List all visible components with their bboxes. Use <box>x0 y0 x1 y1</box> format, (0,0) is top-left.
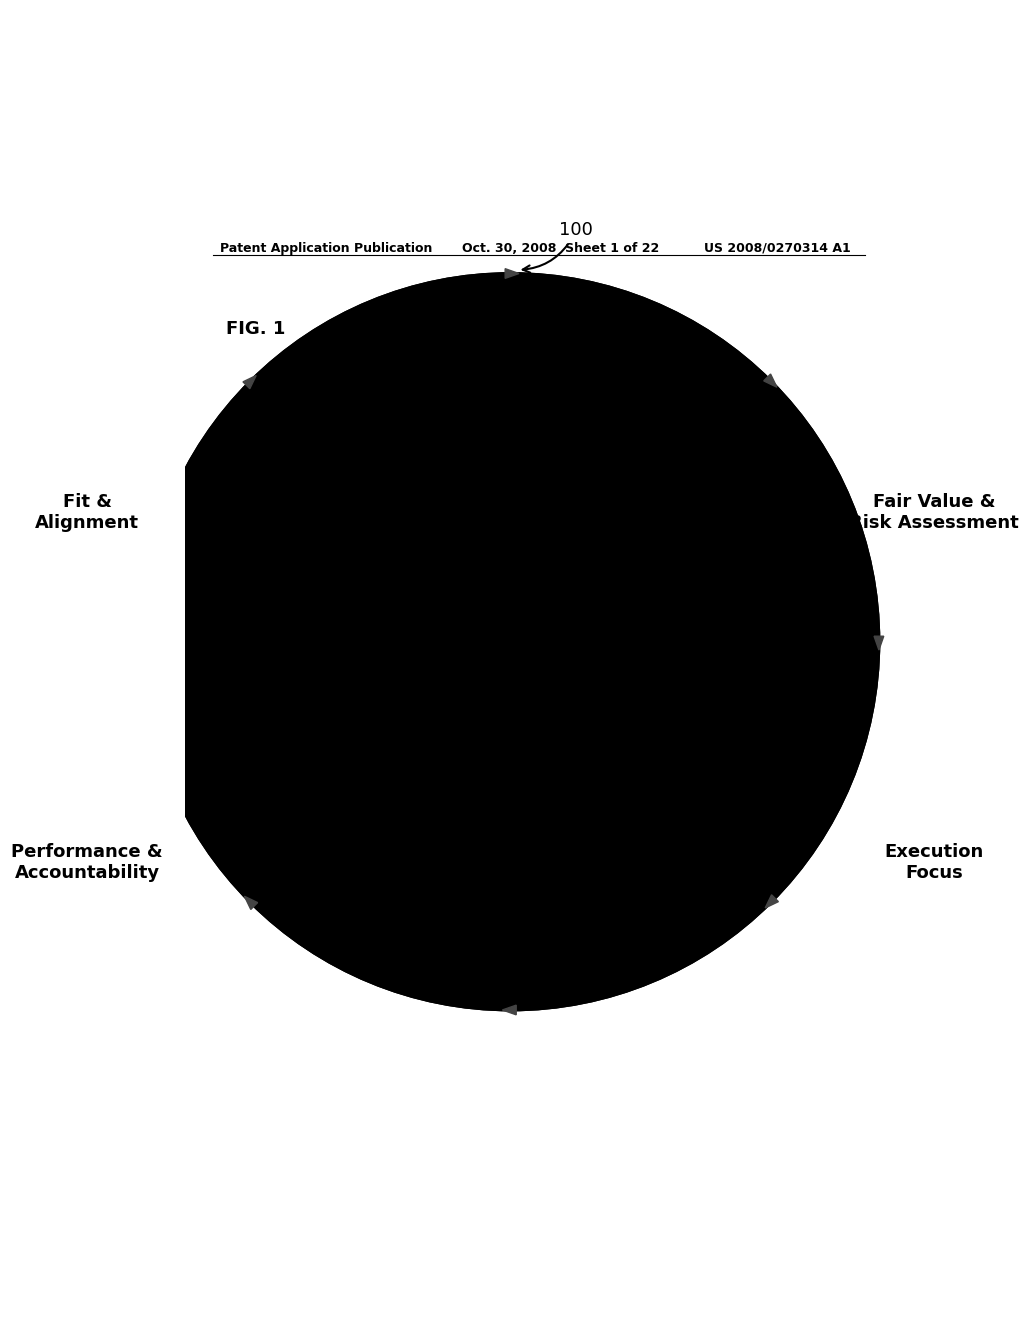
Text: Transaction: Transaction <box>602 483 670 550</box>
Text: Integration: Integration <box>601 731 671 803</box>
Text: Performance &
Accountability: Performance & Accountability <box>11 843 163 882</box>
Text: Right Price: Right Price <box>725 507 767 581</box>
Text: Manage &
Measure: Manage & Measure <box>353 735 418 799</box>
Circle shape <box>142 273 879 1010</box>
Text: FIG. 1: FIG. 1 <box>226 319 286 338</box>
Text: Fast Start: Fast Start <box>380 858 446 896</box>
Polygon shape <box>243 375 256 388</box>
Text: Risk
Assessment: Risk Assessment <box>719 700 773 779</box>
Text: lifecycle: lifecycle <box>465 663 556 681</box>
Text: Business Case
Attainment: Business Case Attainment <box>245 498 305 591</box>
Text: Innovation: Innovation <box>377 385 450 426</box>
Text: Value Drivers: Value Drivers <box>563 853 653 902</box>
Text: US 2008/0270314 A1: US 2008/0270314 A1 <box>703 242 850 255</box>
Polygon shape <box>765 895 778 908</box>
Text: Gap: Gap <box>593 395 624 418</box>
Polygon shape <box>503 1005 516 1015</box>
Polygon shape <box>245 896 258 909</box>
Text: Patent Application Publication: Patent Application Publication <box>219 242 432 255</box>
Text: Fit &
Alignment: Fit & Alignment <box>35 494 139 532</box>
Text: 100: 100 <box>522 222 593 273</box>
Polygon shape <box>137 634 147 647</box>
Text: M&A: M&A <box>485 611 537 630</box>
Circle shape <box>426 557 596 727</box>
Text: Execution
Focus: Execution Focus <box>885 843 984 882</box>
Polygon shape <box>505 269 519 279</box>
Text: Fair Value &
Risk Assessment: Fair Value & Risk Assessment <box>849 494 1019 532</box>
Text: Strategy: Strategy <box>357 488 414 545</box>
Polygon shape <box>874 636 884 649</box>
Polygon shape <box>764 374 777 387</box>
Text: Leading
Indicators: Leading Indicators <box>251 705 300 774</box>
Text: Oct. 30, 2008  Sheet 1 of 22: Oct. 30, 2008 Sheet 1 of 22 <box>462 242 658 255</box>
